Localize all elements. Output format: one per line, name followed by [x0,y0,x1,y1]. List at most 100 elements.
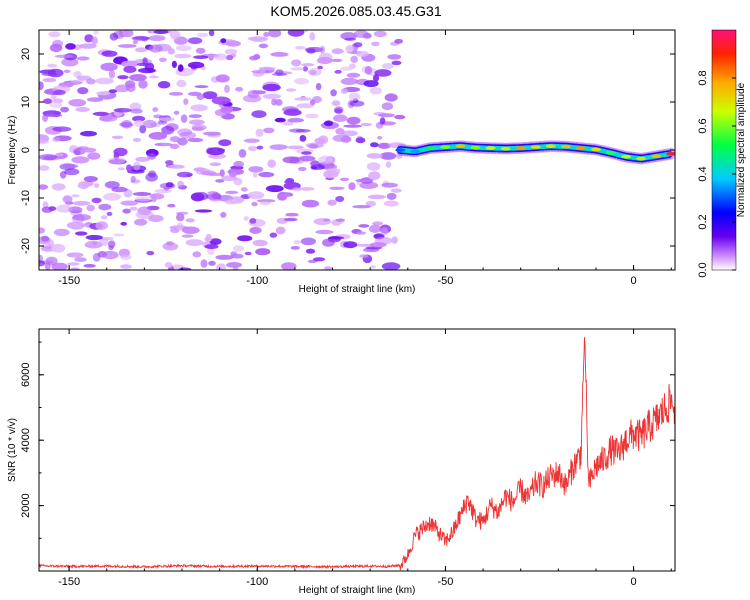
track-peak [470,145,481,150]
noise-blob [298,155,316,162]
noise-blob [113,108,132,113]
noise-blob [323,170,339,179]
spectrogram-x-label: Height of straight line (km) [299,284,416,295]
colorbar-tick-label: 0.4 [697,166,709,181]
track-peak [515,146,526,150]
noise-blob [279,193,288,198]
noise-blob [310,99,316,106]
noise-blob [139,125,147,134]
noise-blob [275,69,284,76]
noise-blob [220,38,227,44]
noise-blob [270,52,289,57]
noise-blob [310,160,320,167]
noise-blob [190,104,208,112]
noise-blob [129,206,138,211]
noise-blob [288,128,306,133]
noise-blob [126,164,132,172]
track-peak [455,144,466,148]
noise-blob [206,147,225,156]
noise-blob [381,182,398,188]
noise-blob [349,100,365,107]
noise-blob [292,187,301,192]
noise-blob [204,244,219,250]
noise-blob [220,211,227,218]
colorbar-ticks: 0.0 0.2 0.4 0.6 0.8 [697,70,736,278]
noise-blob [98,115,118,122]
noise-blob [268,30,282,38]
noise-blob [185,239,204,247]
noise-blob [253,54,261,60]
noise-blob [75,231,88,236]
noise-blob [53,89,66,96]
noise-blob [377,142,391,149]
noise-blob [369,87,382,95]
noise-blob [162,242,179,251]
noise-blob [262,83,281,92]
noise-blob [301,151,312,155]
noise-blob [218,139,232,147]
noise-blob [42,77,57,83]
track-peak [545,144,556,148]
x-tick-label: 0 [631,576,637,588]
noise-blob [117,44,137,48]
noise-blob [181,234,194,238]
noise-blob [130,108,143,114]
noise-blob [173,110,180,115]
noise-blob [66,221,86,230]
noise-blob [394,38,404,44]
noise-blob [343,124,362,128]
noise-blob [391,236,398,244]
noise-blob [115,84,130,93]
noise-blob [133,161,141,171]
noise-blob [262,93,282,100]
noise-blob [298,187,315,191]
noise-blob [148,44,163,53]
noise-blob [256,145,264,150]
noise-blob [148,35,166,42]
noise-blob [179,131,197,139]
noise-blob [129,74,147,82]
noise-blob [185,218,195,223]
noise-blob [76,75,92,81]
noise-blob [51,262,68,270]
noise-blob [87,152,101,160]
noise-blob [135,47,148,53]
track-peak [425,146,436,150]
noise-blob [331,100,341,107]
noise-blob [187,37,203,45]
noise-region [39,30,406,270]
noise-blob [380,227,389,236]
track-peak [591,147,601,152]
noise-blob [146,250,155,256]
noise-blob [200,259,208,268]
noise-blob [267,159,277,168]
noise-blob [252,171,258,178]
noise-blob [309,32,316,41]
noise-blob [343,241,358,249]
track-peak [666,152,675,156]
noise-blob [363,80,379,88]
noise-blob [243,138,260,143]
noise-blob [47,68,64,78]
snr-axes: -150 -100 -50 0 2000 4000 6000 [20,329,675,588]
noise-blob [61,57,79,67]
noise-blob [73,200,91,206]
noise-blob [145,172,158,182]
noise-blob [83,264,96,268]
noise-blob [209,238,222,246]
noise-blob [384,93,398,102]
noise-blob [169,143,180,149]
noise-blob [137,67,156,74]
noise-blob [85,234,103,241]
track-peak [651,154,662,158]
noise-blob [323,120,334,127]
noise-blob [148,214,164,223]
noise-blob [293,240,302,245]
noise-blob [282,121,294,126]
colorbar-label: Normalized spectral amplitude [736,82,747,217]
noise-blob [80,147,97,153]
noise-blob [158,117,175,122]
noise-blob [130,175,136,183]
noise-blob [334,70,342,74]
